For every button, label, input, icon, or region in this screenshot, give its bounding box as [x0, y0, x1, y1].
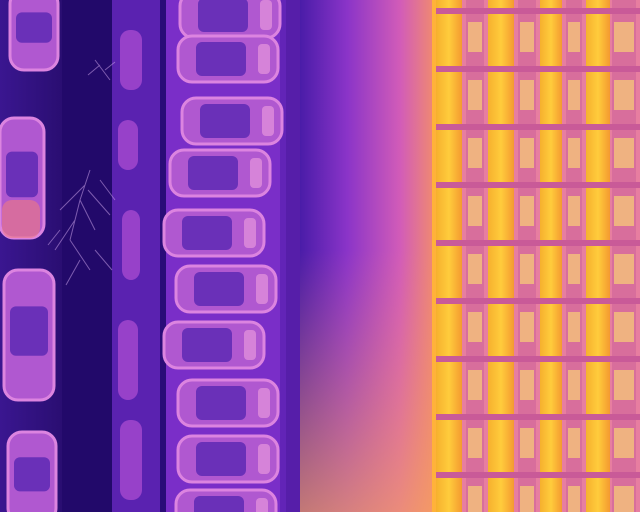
- car-parked: [180, 96, 284, 146]
- window: [614, 80, 634, 110]
- window: [520, 312, 534, 342]
- window: [468, 80, 482, 110]
- floor-slab: [432, 8, 640, 14]
- window: [468, 486, 482, 512]
- car-left-lane: [6, 430, 58, 512]
- window: [468, 22, 482, 52]
- floor-slab: [432, 240, 640, 246]
- window: [520, 22, 534, 52]
- car-parked: [162, 320, 266, 370]
- window: [568, 22, 580, 52]
- warm-patch: [122, 210, 140, 280]
- window: [568, 428, 580, 458]
- car-parked: [168, 148, 272, 198]
- window: [614, 312, 634, 342]
- window: [520, 428, 534, 458]
- facade-column: [436, 0, 462, 512]
- road-left: [0, 0, 62, 512]
- warm-patch: [120, 420, 142, 500]
- window: [468, 428, 482, 458]
- car-parked: [174, 264, 278, 314]
- window: [520, 196, 534, 226]
- window: [568, 370, 580, 400]
- curb-line: [160, 0, 166, 512]
- window: [520, 370, 534, 400]
- window: [520, 486, 534, 512]
- car-left-lane: [2, 268, 56, 402]
- window: [614, 138, 634, 168]
- window: [468, 312, 482, 342]
- window: [520, 138, 534, 168]
- plaza-warm-bottom: [300, 250, 434, 512]
- floor-slab: [432, 414, 640, 420]
- facade-column: [540, 0, 562, 512]
- building-edge: [432, 0, 436, 512]
- floor-slab: [432, 472, 640, 478]
- floor-slab: [432, 182, 640, 188]
- floor-slab: [432, 356, 640, 362]
- car-parked: [178, 0, 282, 40]
- floor-slab: [432, 298, 640, 304]
- window: [614, 486, 634, 512]
- window: [568, 80, 580, 110]
- floor-slab: [432, 66, 640, 72]
- window: [468, 138, 482, 168]
- window: [568, 254, 580, 284]
- window: [614, 370, 634, 400]
- facade-column: [586, 0, 610, 512]
- warm-patch: [118, 120, 138, 170]
- car-parked: [176, 434, 280, 484]
- car-parked: [176, 378, 280, 428]
- warm-car-front: [2, 200, 40, 238]
- window: [468, 370, 482, 400]
- window: [468, 196, 482, 226]
- warm-patch: [118, 320, 138, 400]
- window: [614, 22, 634, 52]
- car-parked: [176, 34, 280, 84]
- window: [614, 196, 634, 226]
- car-parked: [162, 208, 266, 258]
- window: [568, 312, 580, 342]
- window: [520, 254, 534, 284]
- window: [568, 138, 580, 168]
- tree-branches: [47, 59, 116, 286]
- car-parked: [174, 488, 278, 512]
- window: [614, 428, 634, 458]
- window: [568, 196, 580, 226]
- median-strip: [62, 0, 112, 512]
- window: [520, 80, 534, 110]
- floor-slab: [432, 124, 640, 130]
- window: [568, 486, 580, 512]
- window: [468, 254, 482, 284]
- warm-patch: [120, 30, 142, 90]
- car-left-lane: [8, 0, 60, 72]
- facade-column: [488, 0, 514, 512]
- window: [614, 254, 634, 284]
